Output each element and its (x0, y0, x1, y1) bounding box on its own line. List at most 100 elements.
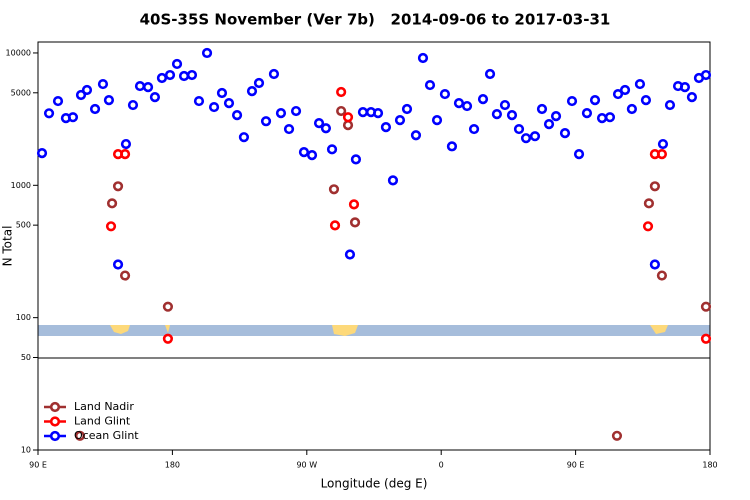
point (149, 91, 161, 103)
point (268, 68, 280, 80)
point (491, 109, 503, 120)
point (640, 95, 652, 106)
point (162, 301, 174, 312)
point (67, 112, 79, 123)
point (336, 105, 347, 117)
point (253, 77, 265, 89)
point (306, 150, 318, 161)
land-blob (165, 325, 170, 333)
legend-marker (49, 430, 61, 442)
point (410, 130, 422, 141)
point (208, 101, 220, 113)
point (74, 430, 86, 441)
point (336, 86, 347, 98)
point (186, 69, 198, 81)
point (417, 52, 429, 64)
x-tick-label: 90 W (296, 461, 317, 470)
point (634, 78, 646, 90)
point (520, 133, 532, 144)
y-tick-label: 50 (21, 353, 31, 362)
point (36, 148, 48, 159)
y-tick-label: 5000 (11, 88, 31, 97)
point (529, 131, 541, 142)
point (380, 122, 392, 133)
point (700, 333, 712, 344)
point (326, 144, 338, 155)
point (156, 72, 168, 84)
y-tick-label: 500 (16, 221, 31, 230)
point (513, 123, 525, 135)
x-tick-label: 90 E (567, 461, 585, 470)
y-tick-label: 1000 (11, 181, 31, 190)
point (468, 123, 480, 135)
point (461, 100, 473, 112)
point (329, 220, 341, 231)
point (700, 301, 712, 312)
point (611, 430, 623, 441)
map-strip (38, 325, 710, 336)
point (656, 270, 668, 281)
point (700, 69, 712, 81)
point (119, 149, 131, 160)
point (664, 99, 676, 111)
point (112, 259, 124, 270)
legend-label: Land Glint (74, 415, 131, 428)
point (89, 103, 101, 115)
point (679, 82, 691, 93)
point (439, 88, 451, 100)
point (657, 138, 669, 150)
chart-title: 40S-35S November (Ver 7b) 2014-09-06 to … (140, 11, 611, 29)
x-tick-label: 180 (165, 461, 180, 470)
point (566, 95, 578, 107)
x-tick-label: 0 (439, 461, 444, 470)
point (223, 97, 235, 109)
point (401, 103, 413, 115)
point (626, 103, 637, 115)
point (105, 221, 117, 232)
point (342, 112, 354, 123)
legend-marker (49, 401, 61, 413)
point (350, 154, 362, 165)
point (193, 95, 205, 107)
land-blob (332, 325, 358, 336)
point (649, 259, 660, 270)
point (127, 99, 139, 111)
legend-label: Land Nadir (74, 400, 134, 413)
legend-marker (49, 416, 61, 427)
point (75, 89, 87, 101)
point (357, 107, 369, 118)
point (178, 70, 190, 82)
point (342, 120, 354, 131)
point (446, 141, 458, 152)
point (348, 199, 360, 210)
point (119, 270, 131, 281)
point (260, 116, 272, 127)
point (506, 110, 518, 121)
point (642, 221, 654, 232)
point (97, 78, 109, 90)
point (581, 108, 593, 119)
point (81, 84, 93, 96)
point (231, 110, 243, 121)
x-tick-label: 90 E (29, 461, 47, 470)
land-blob (110, 325, 130, 334)
point (349, 217, 361, 228)
point (283, 123, 295, 135)
y-tick-label: 10000 (6, 48, 31, 57)
plot-frame (37, 41, 711, 451)
point (559, 127, 571, 139)
point (275, 108, 287, 119)
point (619, 84, 631, 96)
point (216, 87, 228, 99)
point (162, 333, 174, 344)
point (573, 149, 585, 160)
point (112, 181, 124, 192)
point (453, 97, 465, 109)
point (499, 99, 511, 111)
land-blob (650, 325, 668, 334)
point (649, 181, 660, 192)
point (328, 184, 340, 195)
point (387, 175, 399, 186)
legend-label: Ocean Glint (74, 429, 139, 442)
